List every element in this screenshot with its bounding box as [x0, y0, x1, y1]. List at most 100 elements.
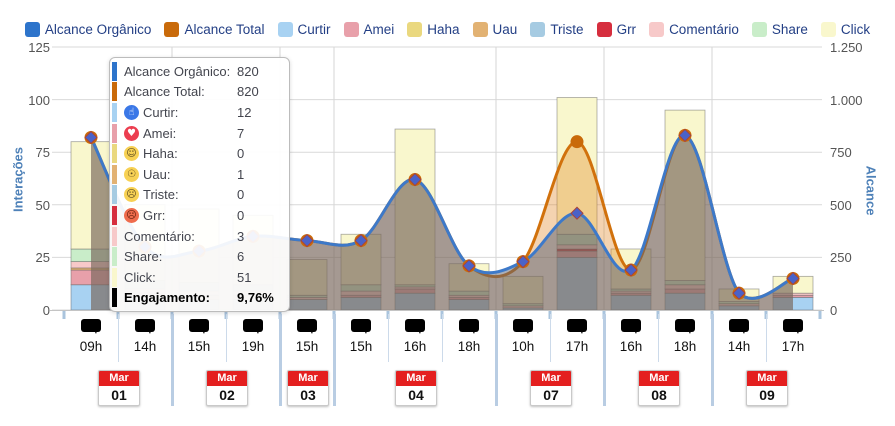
- hour-divider: [549, 314, 551, 362]
- tooltip-row-triste: ☹ Triste: 0: [112, 185, 289, 206]
- organic-marker[interactable]: [786, 271, 800, 286]
- organic-marker[interactable]: [678, 128, 692, 143]
- legend-swatch: [277, 22, 293, 37]
- tooltip-series-strip: [112, 226, 117, 246]
- legend-item-0[interactable]: Alcance Orgânico: [24, 22, 151, 37]
- tooltip-label: Uau:: [143, 166, 171, 182]
- post-slot-04-18h[interactable]: 18h: [442, 312, 496, 354]
- post-slot-08-18h[interactable]: 18h: [658, 312, 712, 354]
- legend-item-2[interactable]: Curtir: [277, 22, 331, 37]
- badge-month: Mar: [396, 371, 436, 386]
- post-slot-09-17h[interactable]: 17h: [766, 312, 820, 354]
- chart-legend: Alcance Orgânico Alcance Total Curtir Amei H…: [0, 22, 895, 37]
- right-axis-title: Alcance: [863, 165, 879, 216]
- comment-bubble-icon: [459, 319, 479, 334]
- post-slot-08-16h[interactable]: 16h: [604, 312, 658, 354]
- tooltip-row-uau: ☉ Uau: 1: [112, 164, 289, 185]
- legend-label: Comentário: [669, 22, 739, 37]
- post-slot-02-19h[interactable]: 19h: [226, 312, 280, 354]
- tooltip-value: 9,76%: [237, 290, 274, 306]
- legend-item-8[interactable]: Comentário: [649, 22, 739, 37]
- post-slot-07-17h[interactable]: 17h: [550, 312, 604, 354]
- love-icon: ♥: [124, 125, 139, 141]
- comment-bubble-icon: [189, 319, 209, 334]
- day-separator: [602, 314, 606, 406]
- time-label: 18h: [457, 339, 481, 354]
- post-slot-07-10h[interactable]: 10h: [496, 312, 550, 354]
- organic-marker[interactable]: [570, 206, 584, 220]
- organic-marker[interactable]: [732, 286, 746, 300]
- date-badge-mar-01[interactable]: Mar 01: [98, 370, 140, 406]
- post-slot-03-15h[interactable]: 15h: [280, 312, 334, 354]
- post-slot-01-14h[interactable]: 14h: [118, 312, 172, 354]
- date-badge-mar-07[interactable]: Mar 07: [530, 370, 572, 406]
- legend-swatch: [164, 22, 180, 37]
- badge-day: 02: [219, 387, 235, 403]
- tooltip-value: 820: [237, 84, 259, 100]
- tooltip-row-alcance-organico: Alcance Orgânico: 820: [112, 61, 289, 82]
- comment-bubble-icon: [567, 319, 587, 334]
- organic-marker[interactable]: [84, 130, 98, 145]
- hour-divider: [765, 314, 767, 362]
- legend-item-3[interactable]: Amei: [343, 22, 394, 37]
- time-label: 14h: [727, 339, 751, 354]
- legend-item-9[interactable]: Share: [751, 22, 808, 37]
- time-label: 15h: [295, 339, 319, 354]
- badge-month: Mar: [207, 371, 247, 386]
- badge-day: 03: [300, 387, 316, 403]
- left-tick-label: 25: [35, 250, 50, 266]
- tooltip-label: Haha:: [143, 146, 178, 162]
- post-slot-04-15h[interactable]: 15h: [334, 312, 388, 354]
- legend-item-5[interactable]: Uau: [472, 22, 517, 37]
- legend-item-10[interactable]: Click: [820, 22, 870, 37]
- date-badge-mar-09[interactable]: Mar 09: [746, 370, 788, 406]
- post-slot-01-09h[interactable]: 09h: [64, 312, 118, 354]
- hour-divider: [657, 314, 659, 362]
- tooltip-series-strip: [112, 267, 117, 287]
- legend-item-1[interactable]: Alcance Total: [164, 22, 265, 37]
- post-slot-09-14h[interactable]: 14h: [712, 312, 766, 354]
- comment-bubble-icon: [405, 319, 425, 334]
- legend-item-7[interactable]: Grr: [596, 22, 636, 37]
- badge-day: 07: [543, 387, 559, 403]
- comment-bubble-icon: [351, 319, 371, 334]
- tooltip-row-engajamento: Engajamento: 9,76%: [112, 288, 289, 309]
- legend-swatch: [751, 22, 767, 37]
- comment-bubble-icon: [513, 319, 533, 334]
- total-marker[interactable]: [570, 135, 584, 149]
- time-label: 16h: [403, 339, 427, 354]
- organic-marker[interactable]: [462, 259, 476, 273]
- wow-icon: ☉: [124, 166, 139, 182]
- legend-label: Haha: [427, 22, 460, 37]
- legend-item-4[interactable]: Haha: [407, 22, 460, 37]
- organic-marker[interactable]: [624, 263, 638, 277]
- post-slot-02-15h[interactable]: 15h: [172, 312, 226, 354]
- legend-label: Triste: [550, 22, 584, 37]
- date-badge-mar-03[interactable]: Mar 03: [287, 370, 329, 406]
- date-badge-mar-02[interactable]: Mar 02: [206, 370, 248, 406]
- organic-marker[interactable]: [408, 172, 422, 187]
- legend-label: Curtir: [297, 22, 331, 37]
- organic-marker[interactable]: [354, 233, 368, 248]
- organic-marker[interactable]: [516, 254, 530, 269]
- tooltip-row-haha: ☺ Haha: 0: [112, 143, 289, 164]
- tooltip-value: 12: [237, 104, 252, 120]
- hour-divider: [441, 314, 443, 362]
- date-badge-mar-04[interactable]: Mar 04: [395, 370, 437, 406]
- tooltip-row-share: Share: 6: [112, 246, 289, 267]
- comment-bubble-icon: [621, 319, 641, 334]
- like-icon: ☝: [124, 104, 139, 120]
- tooltip-label: Curtir:: [143, 104, 179, 120]
- legend-item-6[interactable]: Triste: [530, 22, 584, 37]
- tooltip-label: Comentário:: [124, 228, 195, 244]
- right-tick-label: 750: [830, 145, 852, 161]
- tooltip-series-strip: [112, 82, 117, 102]
- left-axis-title: Interações: [10, 146, 26, 213]
- legend-swatch: [472, 22, 488, 37]
- legend-label: Alcance Total: [184, 22, 265, 37]
- comment-bubble-icon: [729, 319, 749, 334]
- post-slot-04-16h[interactable]: 16h: [388, 312, 442, 354]
- organic-marker[interactable]: [300, 233, 314, 248]
- date-badge-mar-08[interactable]: Mar 08: [638, 370, 680, 406]
